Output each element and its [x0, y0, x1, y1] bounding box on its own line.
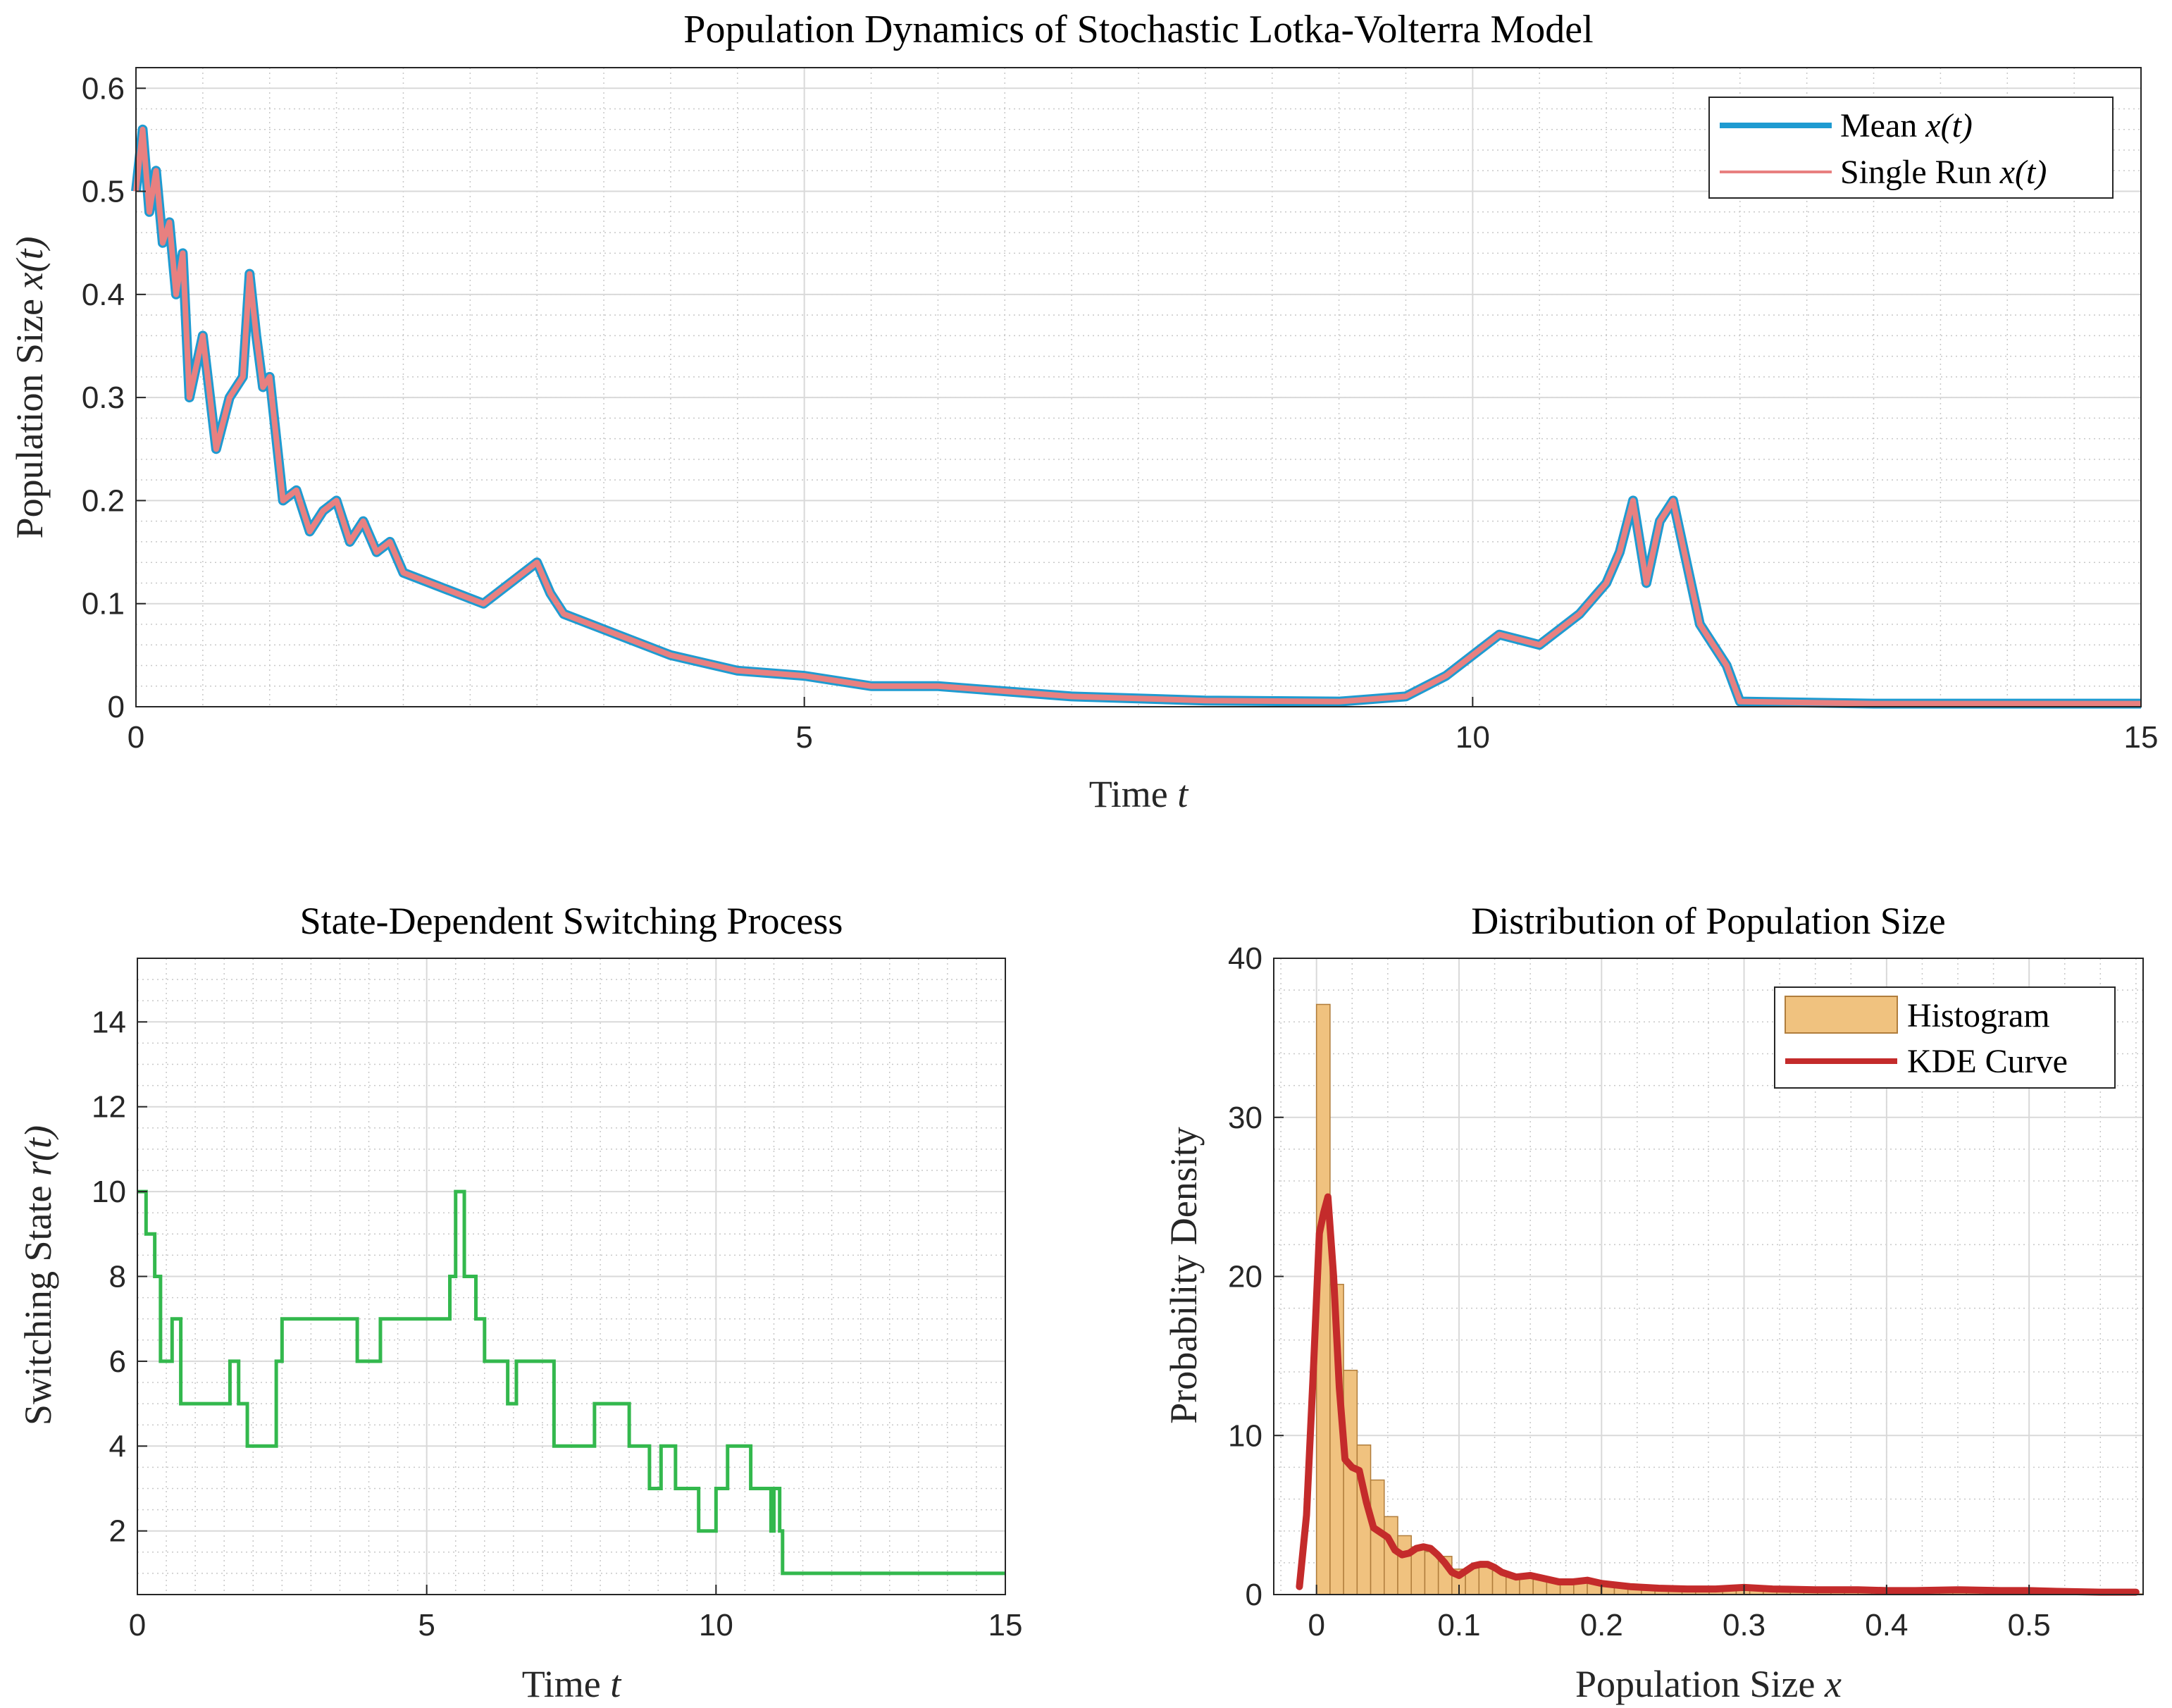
switching-xtick-label: 10 [699, 1608, 733, 1642]
switching-title: State-Dependent Switching Process [300, 900, 843, 942]
population-dynamics-plot: 0 5 10 15 0 0.1 0.2 0.3 0.4 0.5 0.6 Population Dyn… [8, 8, 2158, 815]
switching-ytick-label: 6 [109, 1344, 126, 1379]
switching-ytick-label: 10 [92, 1175, 126, 1209]
legend-mean-name: Mean [1840, 107, 1917, 144]
switching-grid [137, 958, 1006, 1595]
switching-ticks: 0 5 10 15 2 4 6 8 10 12 14 [92, 1005, 1022, 1642]
population-ylabel-text: Population Size [8, 299, 51, 538]
distribution-legend: Histogram KDE Curve [1774, 986, 2116, 1089]
legend-histogram-label: Histogram [1907, 997, 2050, 1034]
histogram-bar [1384, 1516, 1398, 1595]
distribution-xtick-label: 0 [1308, 1608, 1324, 1642]
switching-ytick-label: 4 [109, 1429, 126, 1463]
distribution-xtick-label: 0.4 [1865, 1608, 1908, 1642]
distribution-ticks: 0 0.1 0.2 0.3 0.4 0.5 0 10 20 30 40 [1228, 941, 2051, 1642]
legend-single-run-name: Single Run [1840, 154, 1992, 191]
population-xtick-label: 10 [1456, 720, 1490, 755]
switching-xlabel-text: Time [522, 1663, 601, 1705]
population-ytick-label: 0.3 [82, 380, 125, 415]
population-xlabel-var: t [1177, 773, 1189, 815]
distribution-ytick-label: 0 [1246, 1578, 1262, 1612]
histogram-bar [1343, 1369, 1358, 1595]
histogram-bar [1397, 1535, 1412, 1595]
switching-ylabel-text: Switching State [17, 1186, 59, 1425]
distribution-xtick-label: 0.2 [1580, 1608, 1623, 1642]
population-xtick-label: 15 [2124, 720, 2159, 755]
population-xlabel-text: Time [1089, 773, 1168, 815]
population-series [131, 124, 2141, 709]
switching-ytick-label: 2 [109, 1514, 126, 1549]
distribution-xtick-label: 0.5 [2008, 1608, 2051, 1642]
population-ytick-label: 0.1 [82, 587, 125, 621]
legend-kde-label: KDE Curve [1907, 1043, 2068, 1080]
distribution-xlabel: Population Size x [1575, 1663, 1842, 1705]
legend-single-run-var: x(t) [1999, 154, 2047, 191]
legend-histogram-swatch [1785, 996, 1898, 1034]
population-ytick-label: 0.4 [82, 278, 125, 312]
population-ytick-label: 0.6 [82, 71, 125, 106]
population-legend: Mean x(t) Single Run x(t) [1708, 97, 2114, 199]
switching-ytick-label: 8 [109, 1260, 126, 1294]
kde-curve [1296, 1193, 2140, 1596]
switching-xlabel: Time t [522, 1663, 623, 1705]
switching-ytick-label: 12 [92, 1090, 126, 1125]
population-ytick-label: 0.5 [82, 175, 125, 209]
legend-single-run-label: Single Run x(t) [1840, 154, 2047, 191]
switching-series [137, 1189, 1005, 1576]
switching-xtick-label: 0 [129, 1608, 146, 1642]
distribution-ytick-label: 40 [1228, 941, 1262, 976]
switching-ylabel-var: r(t) [17, 1125, 59, 1176]
distribution-xtick-label: 0.3 [1723, 1608, 1765, 1642]
legend-mean-label: Mean x(t) [1840, 107, 1973, 144]
distribution-xtick-label: 0.1 [1437, 1608, 1480, 1642]
population-xtick-label: 5 [795, 720, 812, 755]
switching-state-line [137, 1189, 1005, 1576]
distribution-ytick-label: 10 [1228, 1418, 1262, 1453]
distribution-xlabel-var: x [1824, 1663, 1842, 1705]
switching-ytick-label: 14 [92, 1005, 126, 1039]
population-title: Population Dynamics of Stochastic Lotka-… [683, 8, 1593, 51]
distribution-plot: 0 0.1 0.2 0.3 0.4 0.5 0 10 20 30 40 Distribution o… [1162, 900, 2144, 1705]
population-ylabel-var: x(t) [8, 237, 51, 290]
population-legend-box [1708, 97, 2114, 199]
switching-xtick-label: 15 [988, 1608, 1023, 1642]
switching-ylabel: Switching State r(t) [17, 1125, 59, 1425]
distribution-title: Distribution of Population Size [1471, 900, 1945, 942]
population-xlabel: Time t [1089, 773, 1190, 815]
switching-xlabel-var: t [610, 1663, 622, 1705]
population-ylabel: Population Size x(t) [8, 237, 51, 539]
distribution-ytick-label: 20 [1228, 1260, 1262, 1294]
population-xtick-label: 0 [128, 720, 144, 755]
distribution-ytick-label: 30 [1228, 1101, 1262, 1135]
legend-mean-var: x(t) [1925, 107, 1973, 144]
distribution-ylabel: Probability Density [1162, 1127, 1205, 1423]
distribution-xlabel-text: Population Size [1575, 1663, 1815, 1705]
kde-series [1296, 1193, 2140, 1596]
switching-process-plot: 0 5 10 15 2 4 6 8 10 12 14 State-Dependent Switchi… [17, 900, 1022, 1705]
population-axes-box [135, 67, 2142, 707]
population-ytick-label: 0 [108, 690, 125, 724]
population-ytick-label: 0.2 [82, 483, 125, 518]
single-run-line [133, 126, 2141, 707]
switching-xtick-label: 5 [418, 1608, 435, 1642]
population-ticks: 0 5 10 15 0 0.1 0.2 0.3 0.4 0.5 0.6 [82, 71, 2159, 755]
